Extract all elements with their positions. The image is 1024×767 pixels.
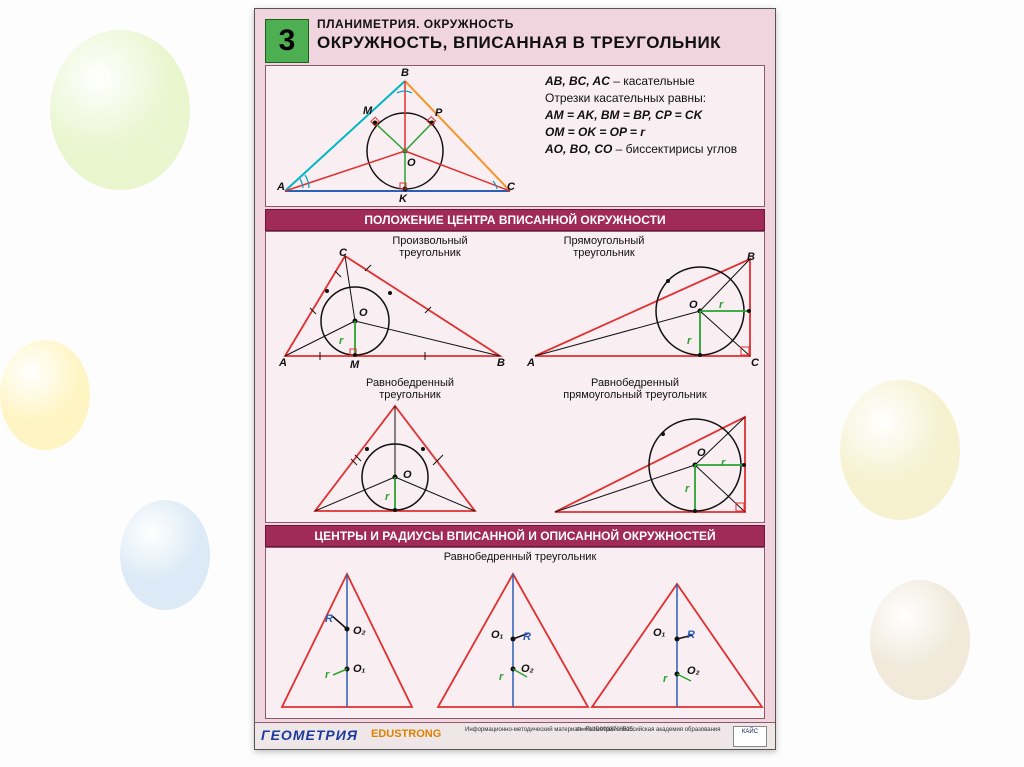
lbl-A: A (277, 181, 285, 193)
cap-iso3: Равнобедренный треугольник (435, 551, 605, 563)
lbl-M2: M (350, 359, 359, 371)
lbl-C2: C (339, 247, 347, 259)
footer: ГЕОМЕТРИЯ EDUSTRONG Информационно-методи… (255, 722, 775, 749)
lbl-r7: r (499, 671, 503, 683)
balloon (870, 580, 970, 700)
lbl-A3: A (527, 357, 535, 369)
balloon (50, 30, 190, 190)
lbl-O1a: O₁ (353, 663, 365, 675)
section1-header: ПОЛОЖЕНИЕ ЦЕНТРА ВПИСАННОЙ ОКРУЖНОСТИ (265, 209, 765, 231)
pretitle: ПЛАНИМЕТРИЯ. ОКРУЖНОСТЬ (317, 17, 514, 31)
top-text: AB, BC, AC – касательные Отрезки касател… (545, 73, 737, 158)
lbl-O: O (407, 157, 416, 169)
lbl-B2: B (497, 357, 505, 369)
diagram-top (275, 71, 525, 201)
lbl-R1: R (325, 613, 333, 625)
lbl-O2b: O₂ (521, 663, 534, 675)
balloon (840, 380, 960, 520)
lbl-B: B (401, 67, 409, 79)
lbl-O4: O (403, 469, 412, 481)
lbl-O2: O (359, 307, 368, 319)
lbl-r3: r (719, 299, 723, 311)
footer-geom: ГЕОМЕТРИЯ (261, 727, 358, 743)
footer-ctrl: № RUID0003706525 (577, 727, 633, 734)
lbl-M: M (363, 105, 372, 117)
lbl-A2: A (279, 357, 287, 369)
footer-logo: КАЙС (733, 726, 767, 747)
diagram-right (525, 251, 760, 371)
lbl-O2c: O₂ (687, 665, 700, 677)
lbl-r3b: r (687, 335, 691, 347)
lbl-C: C (507, 181, 515, 193)
cap-isoright: Равнобедренный прямоугольный треугольник (555, 377, 715, 401)
balloon (120, 500, 210, 610)
balloon (0, 340, 90, 450)
poster: 3 ПЛАНИМЕТРИЯ. ОКРУЖНОСТЬ ОКРУЖНОСТЬ, ВП… (254, 8, 776, 750)
diagram-isosceles (305, 401, 485, 521)
footer-edu: EDUSTRONG (371, 728, 441, 740)
lbl-O3: O (689, 299, 698, 311)
lbl-K: K (399, 193, 407, 205)
lbl-Rc: R (687, 629, 695, 641)
section2-header: ЦЕНТРЫ И РАДИУСЫ ВПИСАННОЙ И ОПИСАННОЙ О… (265, 525, 765, 547)
lbl-O5: O (697, 447, 706, 459)
lbl-r5b: r (685, 483, 689, 495)
cap-iso: Равнобедренный треугольник (335, 377, 485, 401)
lbl-r6: r (325, 669, 329, 681)
diagram-bot3 (587, 579, 767, 714)
lbl-P: P (435, 107, 442, 119)
lbl-O1c: O₁ (653, 627, 665, 639)
lbl-r2: r (339, 335, 343, 347)
lbl-C3: C (751, 357, 759, 369)
main-title: ОКРУЖНОСТЬ, ВПИСАННАЯ В ТРЕУГОЛЬНИК (317, 33, 721, 53)
diagram-bot1 (277, 569, 417, 714)
lbl-B3: B (747, 251, 755, 263)
diagram-arbitrary (275, 251, 510, 371)
lbl-r8: r (663, 673, 667, 685)
lbl-r4: r (385, 491, 389, 503)
lbl-Rb: R (523, 631, 531, 643)
page-number: 3 (265, 19, 309, 63)
lbl-O2a: O₂ (353, 625, 366, 637)
lbl-O1b: O₁ (491, 629, 503, 641)
lbl-r5: r (721, 457, 725, 469)
diagram-bot2 (433, 569, 593, 714)
